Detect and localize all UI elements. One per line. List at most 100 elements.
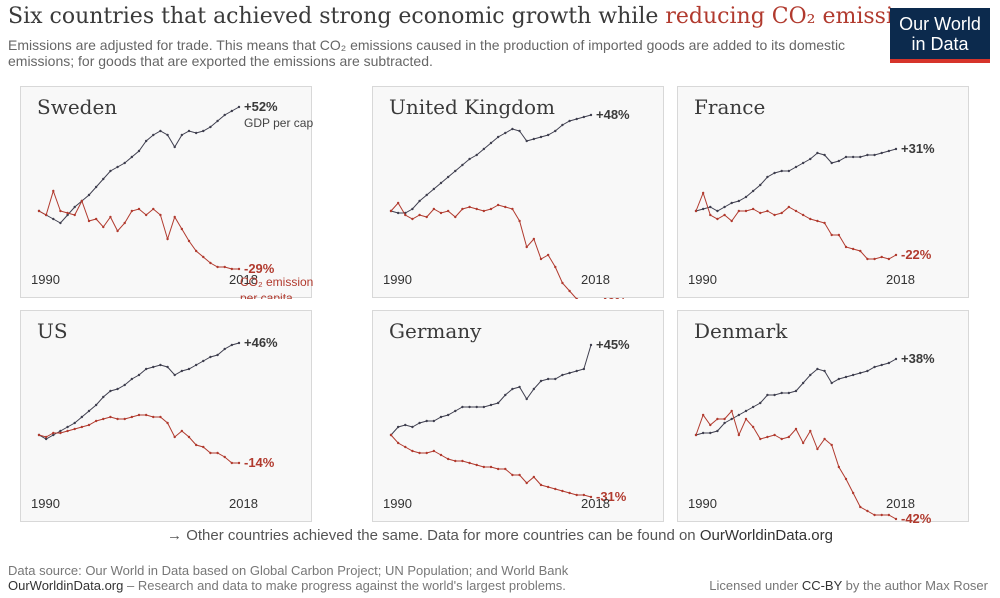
co2-point: [809, 217, 812, 221]
co2-point: [144, 413, 148, 417]
co2-point: [787, 205, 791, 209]
co2-point: [701, 413, 705, 417]
co2-point: [123, 417, 126, 421]
gdp-point: [418, 199, 421, 203]
co2-point: [439, 453, 443, 457]
co2-point: [116, 417, 119, 421]
co2-point: [123, 221, 126, 225]
end-year-label: 2018: [229, 272, 258, 287]
co2-point: [230, 267, 234, 271]
co2-point: [223, 455, 226, 459]
co2-point: [389, 209, 393, 213]
gdp-point: [489, 141, 493, 145]
start-year-label: 1990: [688, 272, 717, 287]
start-year-label: 1990: [31, 496, 60, 511]
gdp-point: [489, 403, 493, 407]
gdp-point: [461, 163, 464, 167]
country-chart-svg: US +46% -14% 1990 2018: [31, 319, 278, 511]
co2-point: [880, 255, 883, 259]
gdp-point: [230, 343, 234, 347]
co2-point: [468, 461, 471, 465]
gdp-point: [546, 377, 550, 381]
country-name: Sweden: [37, 95, 117, 119]
gdp-point: [404, 423, 407, 427]
gdp-point: [780, 391, 783, 395]
owid-logo[interactable]: Our World in Data: [890, 8, 990, 63]
gdp-change-label: +38%: [901, 351, 935, 366]
co2-line: [695, 409, 897, 520]
co2-point: [844, 477, 848, 481]
gdp-point: [716, 429, 719, 433]
co2-line: [695, 191, 897, 260]
co2-point: [432, 449, 436, 453]
gdp-point: [411, 425, 414, 429]
co2-point: [539, 483, 543, 487]
country-name: United Kingdom: [389, 95, 555, 119]
co2-point: [87, 423, 91, 427]
gdp-point: [152, 365, 155, 369]
gdp-point: [737, 199, 741, 203]
gdp-point: [109, 389, 112, 393]
co2-point: [166, 421, 169, 425]
gdp-point: [94, 185, 98, 189]
license-link[interactable]: CC-BY: [801, 578, 843, 593]
co2-point: [751, 207, 755, 211]
co2-point: [582, 493, 586, 497]
gdp-point: [787, 391, 791, 395]
gdp-point: [216, 119, 219, 123]
gdp-point: [582, 115, 586, 119]
co2-point: [144, 213, 148, 217]
gdp-point: [504, 131, 507, 135]
co2-point: [187, 435, 191, 439]
gdp-point: [518, 385, 521, 389]
gdp-point: [887, 149, 891, 153]
gdp-point: [396, 425, 400, 429]
gdp-point: [123, 383, 126, 387]
gdp-point: [830, 381, 833, 385]
co2-point: [701, 191, 705, 195]
note-link[interactable]: OurWorldinData.org: [699, 527, 833, 544]
co2-point: [461, 207, 464, 211]
co2-point: [237, 267, 241, 271]
co2-point: [554, 487, 557, 491]
co2-change-label: -22%: [901, 247, 932, 262]
gdp-point: [880, 151, 883, 155]
co2-change-label: -46%: [596, 295, 627, 299]
gdp-point: [539, 135, 543, 139]
co2-point: [159, 415, 162, 419]
country-panel: Denmark +38% -42% 1990 2018: [677, 310, 969, 523]
co2-point: [694, 433, 698, 437]
co2-point: [396, 201, 400, 205]
co2-point: [80, 425, 84, 429]
gdp-point: [873, 365, 876, 369]
end-year-label: 2018: [229, 496, 258, 511]
co2-point: [723, 213, 726, 217]
tagline: – Research and data to make progress aga…: [123, 578, 566, 593]
gdp-point: [439, 415, 443, 419]
gdp-point: [123, 161, 126, 165]
co2-point: [816, 447, 819, 451]
co2-point: [694, 209, 698, 213]
co2-point: [109, 215, 112, 219]
gdp-point: [751, 189, 755, 193]
co2-point: [418, 213, 421, 217]
co2-point: [809, 429, 812, 433]
gdp-point: [837, 159, 841, 163]
gdp-point: [554, 377, 557, 381]
gdp-point: [554, 129, 557, 133]
gdp-point: [532, 387, 536, 391]
gdp-point: [873, 153, 876, 157]
gdp-point: [209, 355, 212, 359]
gdp-point: [851, 373, 855, 377]
gdp-point: [454, 409, 457, 413]
gdp-point: [744, 195, 748, 199]
co2-point: [475, 463, 478, 467]
co2-point: [851, 491, 855, 495]
gdp-point: [411, 207, 414, 211]
co2-point: [780, 437, 783, 441]
co2-point: [73, 213, 76, 217]
license: Licensed under CC-BY by the author Max R…: [709, 578, 988, 593]
gdp-point: [432, 187, 436, 191]
gdp-point: [130, 377, 134, 381]
brand-link[interactable]: OurWorldinData.org: [8, 578, 124, 593]
